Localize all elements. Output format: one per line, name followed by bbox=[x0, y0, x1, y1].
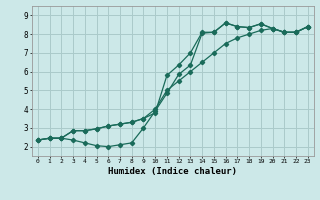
X-axis label: Humidex (Indice chaleur): Humidex (Indice chaleur) bbox=[108, 167, 237, 176]
